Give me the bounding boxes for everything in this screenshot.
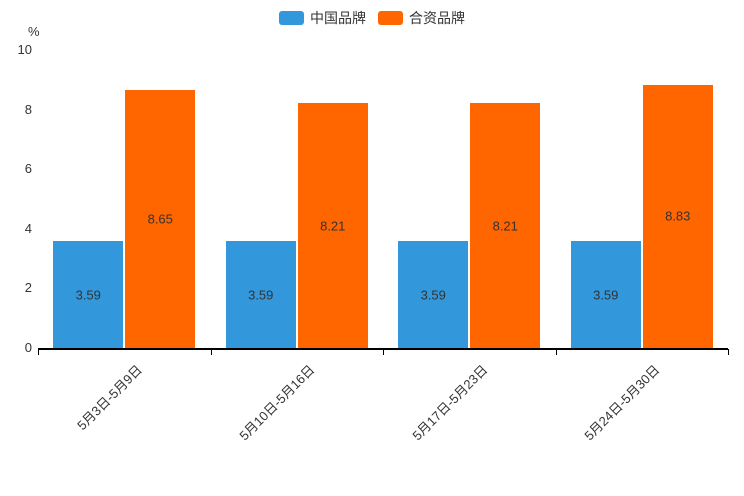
legend-label-china-brand: 中国品牌 bbox=[310, 10, 366, 26]
legend-label-joint-venture-brand: 合资品牌 bbox=[409, 10, 465, 26]
plot-area: 3.59 8.65 3.59 8.21 3.59 8.21 3.59 8.83 bbox=[38, 50, 728, 350]
bar-series0-cat0: 3.59 bbox=[53, 241, 124, 348]
bar-value-label: 8.83 bbox=[665, 208, 691, 224]
y-axis-tick-label: 2 bbox=[24, 280, 32, 296]
x-axis-tick bbox=[210, 349, 212, 355]
legend-item-china-brand[interactable]: 中国品牌 bbox=[279, 8, 366, 28]
legend-item-joint-venture-brand[interactable]: 合资品牌 bbox=[378, 8, 465, 28]
bar-series1-cat1: 8.21 bbox=[297, 103, 368, 348]
x-axis-tick bbox=[728, 349, 729, 355]
bar-value-label: 3.59 bbox=[420, 287, 446, 303]
legend-swatch-orange bbox=[378, 11, 403, 25]
y-axis-tick-label: 8 bbox=[24, 101, 32, 117]
bar-value-label: 8.21 bbox=[320, 218, 346, 234]
y-axis-tick-label: 10 bbox=[17, 42, 32, 57]
bar-value-label: 8.21 bbox=[492, 218, 518, 234]
bar-series0-cat2: 3.59 bbox=[398, 241, 469, 348]
bar-value-label: 3.59 bbox=[593, 287, 619, 303]
y-axis-unit-label: % bbox=[28, 24, 40, 39]
x-axis-label: 5月17日-5月23日 bbox=[408, 362, 490, 444]
bar-series1-cat3: 8.83 bbox=[642, 84, 713, 348]
x-axis-tick bbox=[555, 349, 557, 355]
y-axis-tick-label: 4 bbox=[24, 220, 32, 236]
bar-value-label: 8.65 bbox=[147, 211, 173, 227]
y-axis-tick-label: 6 bbox=[24, 161, 32, 177]
x-axis-label: 5月24日-5月30日 bbox=[581, 362, 663, 444]
bar-series0-cat1: 3.59 bbox=[225, 241, 296, 348]
chart-legend: 中国品牌 合资品牌 bbox=[0, 8, 744, 28]
bar-series1-cat0: 8.65 bbox=[125, 90, 196, 348]
x-axis-label: 5月10日-5月16日 bbox=[236, 362, 318, 444]
y-axis-tick-label: 0 bbox=[24, 340, 32, 355]
x-axis-tick bbox=[38, 349, 39, 355]
x-axis-label: 5月3日-5月9日 bbox=[74, 362, 145, 434]
bar-series0-cat3: 3.59 bbox=[570, 241, 641, 348]
x-axis-tick bbox=[383, 349, 384, 355]
bar-series1-cat2: 8.21 bbox=[470, 103, 541, 348]
bar-value-label: 3.59 bbox=[75, 287, 101, 303]
bar-value-label: 3.59 bbox=[248, 287, 274, 303]
legend-swatch-blue bbox=[279, 11, 304, 25]
